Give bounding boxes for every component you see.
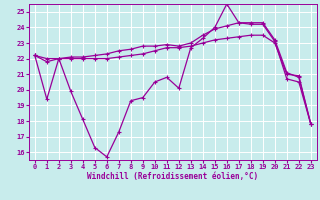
X-axis label: Windchill (Refroidissement éolien,°C): Windchill (Refroidissement éolien,°C) [87,172,258,181]
